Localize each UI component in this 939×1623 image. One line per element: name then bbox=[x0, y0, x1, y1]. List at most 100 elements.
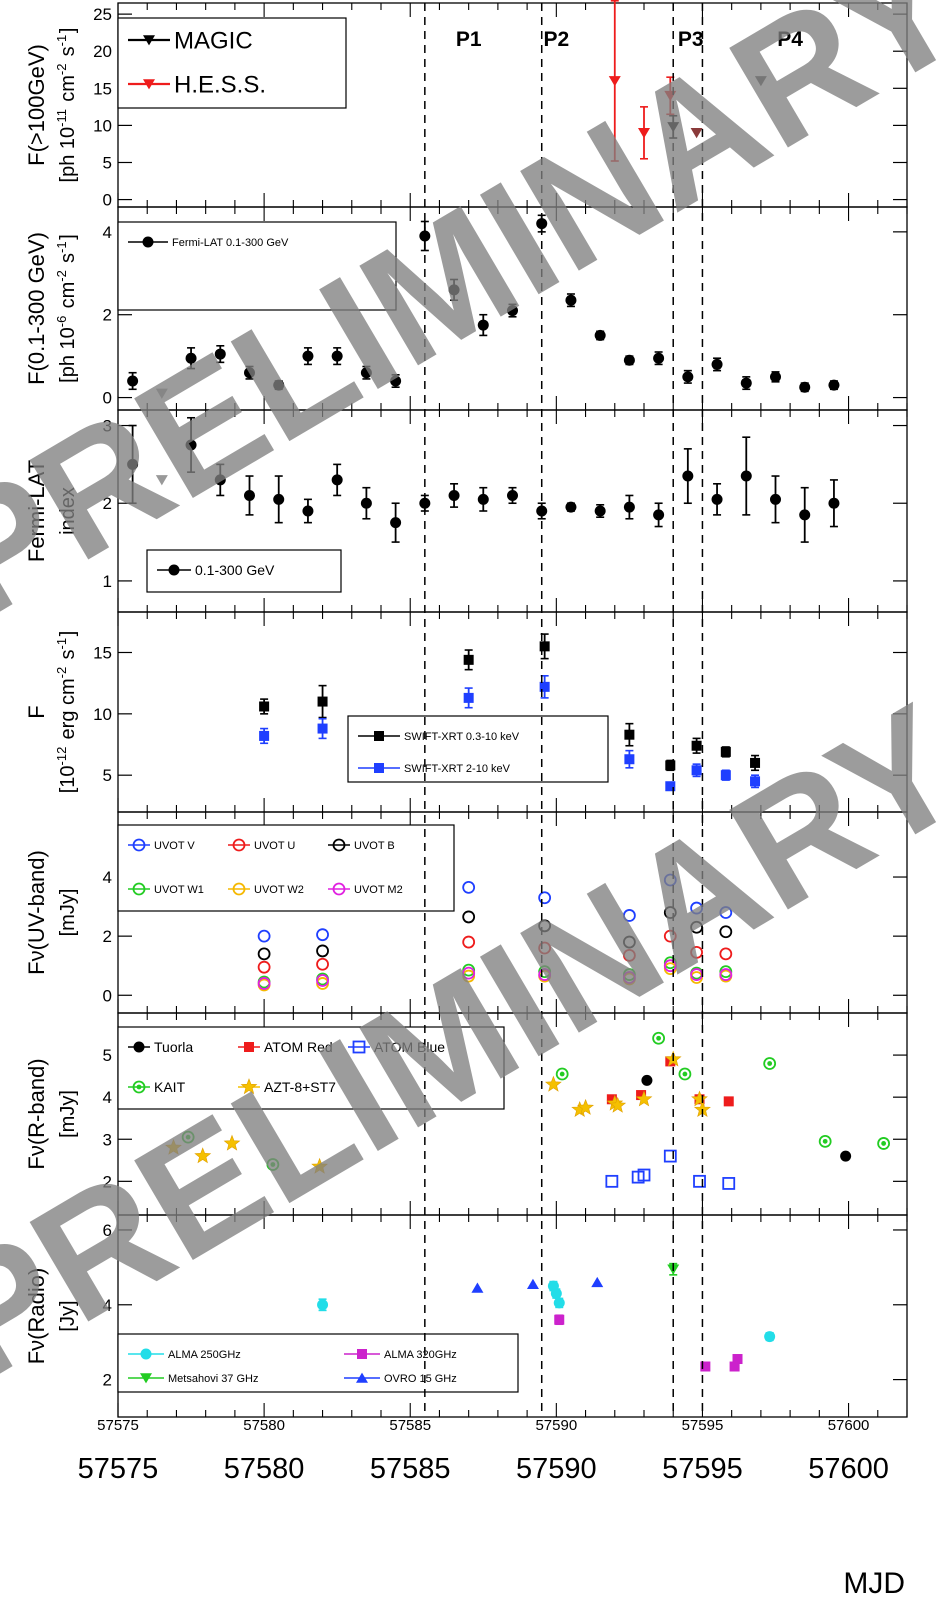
data-point bbox=[390, 375, 402, 387]
data-point bbox=[554, 1314, 565, 1325]
marker-ring bbox=[652, 1031, 666, 1045]
data-point bbox=[194, 1147, 212, 1164]
data-point bbox=[719, 906, 733, 919]
x-tick-label: 57600 bbox=[808, 1453, 889, 1485]
legend-marker bbox=[352, 1040, 366, 1054]
data-point bbox=[477, 493, 489, 505]
y-axis-label: Fν(Radio) bbox=[24, 1268, 49, 1365]
data-point bbox=[302, 505, 314, 517]
data-point bbox=[462, 935, 476, 949]
y-axis-label: F bbox=[24, 705, 49, 718]
data-point bbox=[273, 379, 285, 391]
data-point bbox=[682, 371, 694, 383]
period-label: P3 bbox=[678, 28, 704, 51]
data-point bbox=[720, 770, 731, 781]
data-point bbox=[750, 776, 761, 787]
data-point bbox=[770, 493, 781, 505]
data-point bbox=[665, 781, 676, 792]
data-point bbox=[302, 350, 314, 362]
data-point bbox=[719, 925, 733, 939]
data-point bbox=[539, 641, 550, 652]
data-point bbox=[550, 1288, 562, 1300]
data-point bbox=[605, 1174, 619, 1188]
data-point bbox=[719, 968, 733, 981]
marker-core bbox=[881, 1141, 887, 1146]
y-axis-label: Fν(R-band) bbox=[24, 1058, 49, 1169]
y-axis-label-unit: [mJy] bbox=[57, 889, 79, 937]
data-point bbox=[317, 723, 328, 734]
data-point bbox=[624, 729, 635, 740]
data-point bbox=[641, 1074, 653, 1086]
data-point bbox=[331, 350, 343, 362]
upper-limit-point bbox=[155, 475, 168, 486]
marker-ring bbox=[555, 1067, 569, 1081]
label-fragment: [mJy] bbox=[57, 889, 79, 937]
data-point bbox=[608, 76, 621, 87]
data-point bbox=[763, 1057, 777, 1070]
data-point bbox=[740, 470, 752, 482]
data-point bbox=[127, 458, 139, 470]
data-point bbox=[764, 1331, 776, 1343]
y-tick-label: 10 bbox=[93, 116, 112, 135]
data-point bbox=[723, 1096, 734, 1107]
y-tick-label: 2 bbox=[103, 1371, 112, 1390]
legend-box bbox=[347, 715, 609, 783]
y-tick-label: 4 bbox=[103, 868, 112, 887]
label-fragment: [Jy] bbox=[57, 1300, 79, 1331]
legend-label: UVOT W2 bbox=[254, 884, 304, 896]
data-point bbox=[257, 947, 271, 961]
data-point bbox=[538, 891, 552, 905]
label-fragment: [ph 10 bbox=[57, 327, 79, 383]
x-tick-label: 57580 bbox=[224, 1453, 305, 1485]
y-tick-label: 2 bbox=[103, 306, 112, 325]
y-tick-label: 10 bbox=[93, 705, 112, 724]
data-point bbox=[317, 696, 328, 707]
legend-label: Metsahovi 37 GHz bbox=[168, 1373, 258, 1385]
label-fragment: F(>100GeV) bbox=[24, 44, 49, 166]
data-point bbox=[720, 746, 731, 757]
data-point bbox=[693, 1174, 706, 1188]
data-point bbox=[538, 919, 552, 933]
legend-marker bbox=[132, 1080, 146, 1094]
legend-box bbox=[117, 1333, 519, 1393]
data-point bbox=[331, 474, 343, 486]
y-tick-label: 5 bbox=[103, 766, 112, 785]
data-point bbox=[623, 501, 635, 513]
label-fragment: -2 bbox=[54, 667, 69, 679]
data-point bbox=[565, 294, 577, 306]
legend: 0.1-300 GeV bbox=[146, 549, 342, 593]
x-tick-label: 57590 bbox=[516, 1453, 597, 1485]
data-point bbox=[448, 489, 460, 501]
data-point bbox=[419, 230, 431, 242]
y-tick-label: 0 bbox=[103, 191, 112, 210]
legend-label: MAGIC bbox=[174, 28, 253, 55]
legend-marker bbox=[357, 1349, 367, 1359]
data-point bbox=[463, 692, 474, 703]
y-tick-label: 15 bbox=[93, 643, 112, 662]
legend-marker bbox=[374, 763, 384, 773]
data-point bbox=[691, 740, 702, 751]
legend-label: H.E.S.S. bbox=[174, 72, 266, 99]
data-point bbox=[462, 966, 476, 980]
data-point bbox=[663, 1149, 677, 1163]
x-tick-label-small: 57590 bbox=[535, 1417, 577, 1434]
data-point bbox=[471, 1282, 484, 1293]
data-point bbox=[711, 358, 723, 370]
data-point bbox=[462, 880, 476, 894]
y-axis-label-unit: [Jy] bbox=[57, 1300, 79, 1331]
period-label: P1 bbox=[456, 28, 482, 51]
y-tick-label: 0 bbox=[103, 986, 112, 1005]
y-tick-label: 3 bbox=[103, 1130, 112, 1149]
data-point bbox=[463, 654, 474, 665]
data-points bbox=[257, 873, 733, 992]
label-fragment: [mJy] bbox=[57, 1090, 79, 1138]
label-fragment: s bbox=[57, 46, 79, 62]
legend-label: SWIFT-XRT 2-10 keV bbox=[404, 763, 511, 775]
data-point bbox=[316, 957, 329, 971]
data-point bbox=[360, 497, 372, 509]
label-fragment: ] bbox=[57, 28, 79, 34]
legend: ALMA 250GHz ALMA 320GHz Metsahovi 37 GHz OV… bbox=[117, 1333, 519, 1393]
legend-label: UVOT U bbox=[254, 840, 295, 852]
panel-6: 2 3 4 5 Fν(R-band) [mJy] Tuorla ATOM Red ATOM Bl… bbox=[24, 1012, 908, 1216]
